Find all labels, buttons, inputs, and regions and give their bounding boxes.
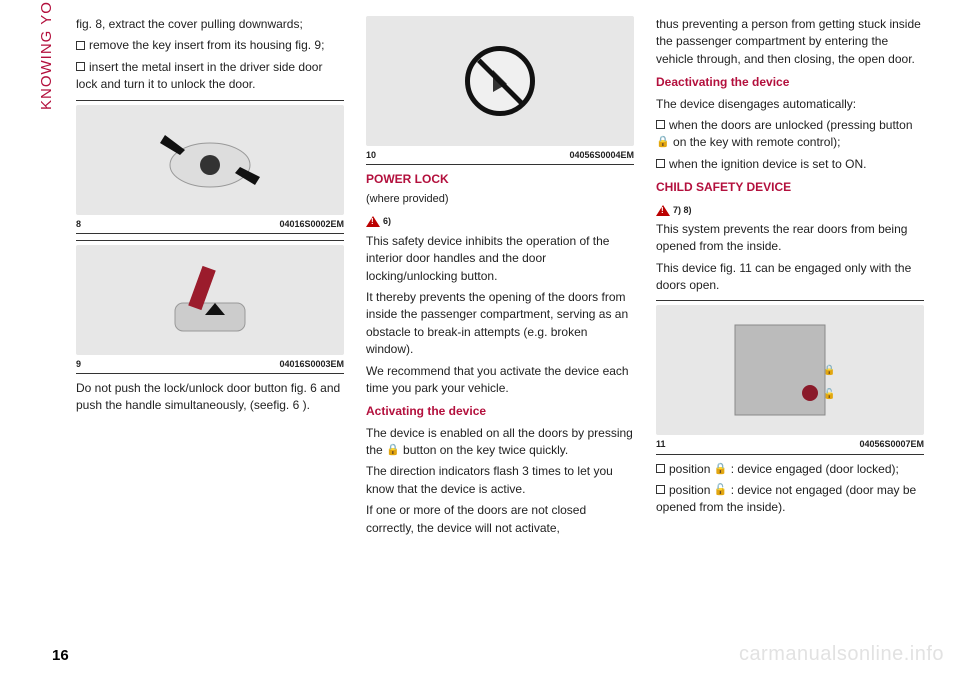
text: We recommend that you activate the devic… bbox=[366, 363, 634, 398]
subtitle: (where provided) bbox=[366, 192, 634, 208]
page-body: fig. 8, extract the cover pulling downwa… bbox=[0, 0, 960, 640]
heading-power-lock: POWER LOCK bbox=[366, 171, 634, 188]
bullet-icon bbox=[656, 159, 665, 168]
text: fig. 8, extract the cover pulling downwa… bbox=[76, 16, 344, 33]
prohibit-icon bbox=[465, 46, 535, 116]
figure-image bbox=[76, 245, 344, 355]
figure-image bbox=[76, 105, 344, 215]
svg-text:🔓: 🔓 bbox=[823, 387, 835, 400]
bullet-icon bbox=[656, 485, 665, 494]
bullet-icon bbox=[76, 62, 85, 71]
bullet-icon bbox=[76, 41, 85, 50]
bullet-icon bbox=[656, 464, 665, 473]
text: thus preventing a person from getting st… bbox=[656, 16, 924, 68]
watermark: carmanualsonline.info bbox=[739, 643, 944, 666]
figure-number: 8 bbox=[76, 218, 81, 231]
figure-image: 🔒 🔓 bbox=[656, 305, 924, 435]
page-number: 16 bbox=[52, 647, 69, 664]
lock-icon: 🔒 bbox=[714, 462, 728, 474]
heading-deactivating: Deactivating the device bbox=[656, 74, 924, 91]
text: This device fig. 11 can be engaged only … bbox=[656, 260, 924, 295]
text: when the doors are unlocked (pressing bu… bbox=[656, 117, 924, 152]
warning-icon bbox=[656, 205, 670, 216]
lock-icon: 🔒 bbox=[656, 136, 670, 148]
figure-9: 9 04016S0003EM bbox=[76, 240, 344, 374]
warning-note: 7) 8) bbox=[656, 204, 692, 217]
text: The direction indicators flash 3 times t… bbox=[366, 463, 634, 498]
text: This safety device inhibits the operatio… bbox=[366, 233, 634, 285]
column-3: thus preventing a person from getting st… bbox=[656, 16, 924, 624]
section-label: KNOWING YOUR CAR bbox=[38, 0, 55, 110]
text: position 🔓 : device not engaged (door ma… bbox=[656, 482, 924, 517]
figure-number: 11 bbox=[656, 438, 666, 451]
figure-code: 04056S0007EM bbox=[859, 438, 924, 451]
text: when the ignition device is set to ON. bbox=[656, 156, 924, 173]
figure-11: 🔒 🔓 11 04056S0007EM bbox=[656, 300, 924, 454]
figure-code: 04056S0004EM bbox=[569, 149, 634, 162]
unlock-icon: 🔓 bbox=[714, 484, 728, 496]
figure-number: 9 bbox=[76, 358, 81, 371]
column-1: fig. 8, extract the cover pulling downwa… bbox=[76, 16, 344, 624]
figure-number: 10 bbox=[366, 149, 376, 162]
figure-image bbox=[366, 16, 634, 146]
figure-code: 04016S0002EM bbox=[279, 218, 344, 231]
text: position 🔒 : device engaged (door locked… bbox=[656, 461, 924, 478]
heading-child-safety: CHILD SAFETY DEVICE bbox=[656, 179, 924, 196]
lock-icon: 🔒 bbox=[386, 444, 400, 456]
text: This system prevents the rear doors from… bbox=[656, 221, 924, 256]
text: The device is enabled on all the doors b… bbox=[366, 425, 634, 460]
figure-10: 10 04056S0004EM bbox=[366, 16, 634, 165]
figure-code: 04016S0003EM bbox=[279, 358, 344, 371]
warning-icon bbox=[366, 216, 380, 227]
svg-text:🔒: 🔒 bbox=[823, 364, 835, 376]
text: Do not push the lock/unlock door button … bbox=[76, 380, 344, 415]
heading-activating: Activating the device bbox=[366, 403, 634, 420]
text: insert the metal insert in the driver si… bbox=[76, 59, 344, 94]
text: If one or more of the doors are not clos… bbox=[366, 502, 634, 537]
text: It thereby prevents the opening of the d… bbox=[366, 289, 634, 359]
text: remove the key insert from its housing f… bbox=[76, 37, 344, 54]
text: The device disengages automatically: bbox=[656, 96, 924, 113]
column-2: 10 04056S0004EM POWER LOCK (where provid… bbox=[366, 16, 634, 624]
warning-note: 6) bbox=[366, 215, 391, 228]
bullet-icon bbox=[656, 120, 665, 129]
figure-8: 8 04016S0002EM bbox=[76, 100, 344, 234]
